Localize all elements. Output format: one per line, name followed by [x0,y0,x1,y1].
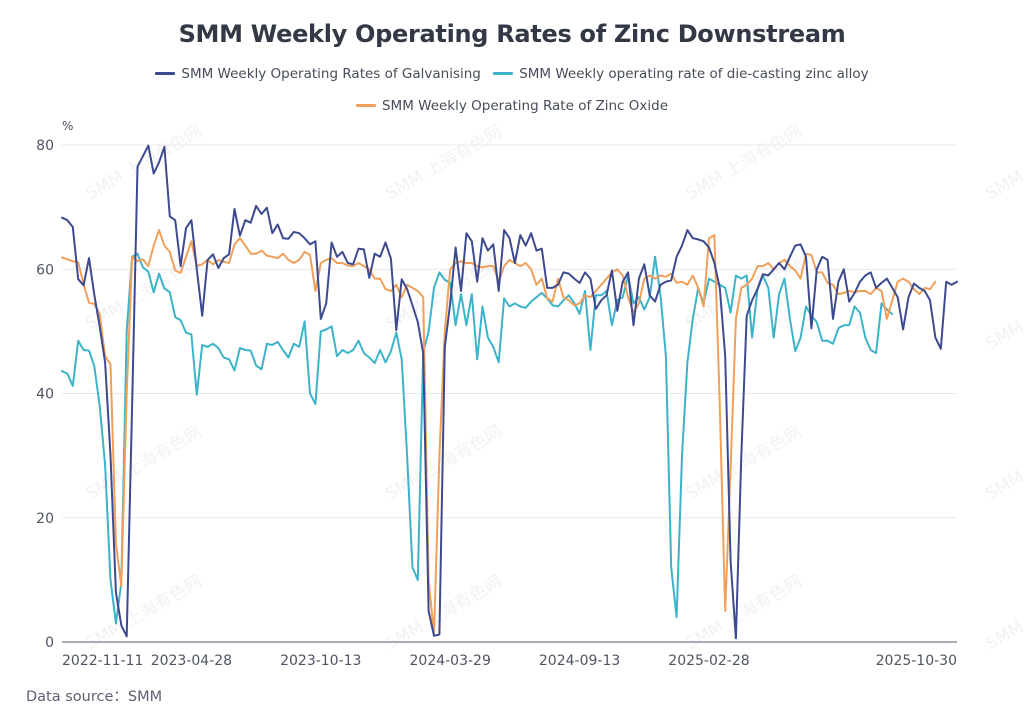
series-layer [61,144,958,640]
legend-label-galvanising: SMM Weekly Operating Rates of Galvanisin… [181,65,481,82]
x-tick-label: 2022-11-11 [62,653,143,669]
watermark-text: SMM 上海有色网 [683,122,806,205]
legend-swatch-zinc-oxide [355,104,376,107]
y-tick-label: 20 [36,511,54,527]
x-axis: 2022-11-11 2023-04-28 2023-10-13 2024-03-29… [62,641,957,669]
legend-row-2: SMM Weekly Operating Rate of Zinc Oxide [0,95,1024,114]
series-line-galvanising[interactable] [61,144,958,640]
grid-lines [62,144,957,519]
legend-item-die-casting[interactable]: SMM Weekly operating rate of die-casting… [493,65,869,82]
x-tick-label: 2023-10-13 [280,653,361,669]
y-tick-label: 60 [36,262,54,278]
watermark-text: SMM 上海有色网 [983,422,1024,505]
x-tick-label: 2025-02-28 [668,653,749,669]
watermark-text: SMM 上海有色网 [683,422,806,505]
watermark-layer: SMM 上海有色网 SMM 上海有色网 SMM 上海有色网 SMM 上海有色网 SMM … [83,122,1024,655]
legend-swatch-die-casting [493,72,514,75]
watermark-text: SMM 上海有色网 [983,572,1024,655]
watermark-text: SMM 上海有色网 [83,422,206,505]
legend-item-zinc-oxide[interactable]: SMM Weekly Operating Rate of Zinc Oxide [355,97,669,114]
y-tick-label: 0 [45,635,54,651]
x-tick-label: 2023-04-28 [151,653,232,669]
watermark-text: SMM 上海有色网 [983,122,1024,205]
chart-title: SMM Weekly Operating Rates of Zinc Downs… [178,20,846,48]
legend-row-1: SMM Weekly Operating Rates of Galvanisin… [0,63,1024,82]
watermark-text: SMM 上海有色网 [383,122,506,205]
y-axis: 0 20 40 60 80 [36,138,54,651]
series-line-die-casting[interactable] [61,252,894,625]
y-tick-label: 40 [36,387,54,403]
watermark-text: SMM 上海有色网 [83,122,206,205]
y-axis-unit-label: % [62,119,73,133]
x-tick-label: 2024-03-29 [410,653,491,669]
x-tick-label: 2024-09-13 [539,653,620,669]
watermark-text: SMM 上海有色网 [983,272,1024,355]
legend-label-zinc-oxide: SMM Weekly Operating Rate of Zinc Oxide [381,97,669,114]
x-tick-label: 2025-10-30 [876,653,957,669]
y-tick-label: 80 [36,138,54,154]
legend-swatch-galvanising [155,72,176,75]
legend-item-galvanising[interactable]: SMM Weekly Operating Rates of Galvanisin… [155,66,481,82]
legend-label-die-casting: SMM Weekly operating rate of die-casting… [519,65,869,82]
data-source-note: Data source：SMM [26,689,163,705]
